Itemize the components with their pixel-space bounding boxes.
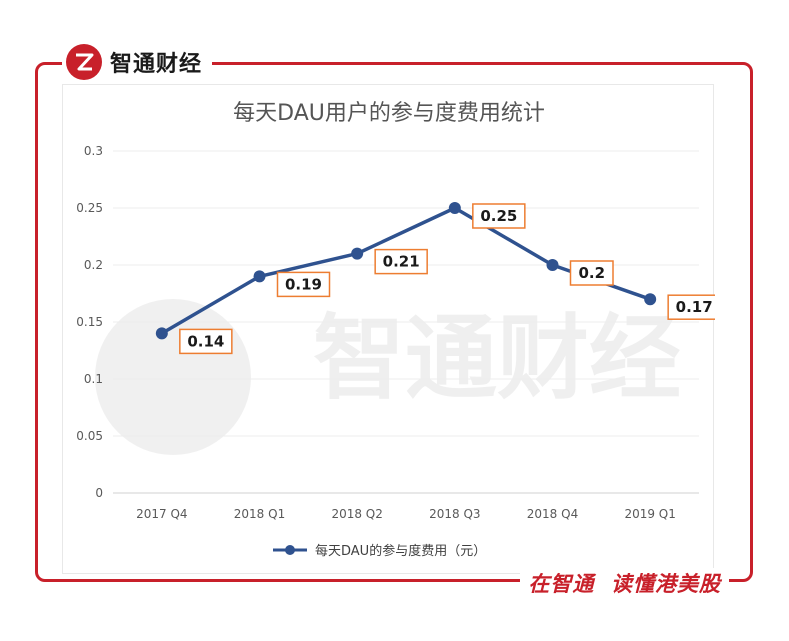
series-line xyxy=(160,206,651,335)
brand-logo-icon xyxy=(66,44,102,80)
x-tick-label: 2019 Q1 xyxy=(624,507,675,521)
y-tick-label: 0.2 xyxy=(84,258,103,272)
x-tick-label: 2018 Q1 xyxy=(234,507,285,521)
y-axis: 0 0.05 0.1 0.15 0.2 0.25 0.3 xyxy=(76,144,103,500)
data-point xyxy=(253,270,266,283)
y-tick-label: 0.05 xyxy=(76,429,103,443)
grid-lines xyxy=(113,150,699,494)
x-axis: 2017 Q4 2018 Q1 2018 Q2 2018 Q3 2018 Q4 2019 … xyxy=(136,507,676,521)
y-tick-label: 0.15 xyxy=(76,315,103,329)
line-chart: 智通财经 每天DAU用户的参与度费用统计 0 0.05 0.1 0.15 0.2 0.25… xyxy=(76,101,715,559)
footer-slogan: 在智通 读懂港美股 xyxy=(520,568,729,598)
data-label: 0.21 xyxy=(383,253,420,271)
y-tick-label: 0 xyxy=(95,486,103,500)
data-labels: 0.14 0.19 0.21 0.25 0.2 0.17 xyxy=(179,203,715,355)
legend: 每天DAU的参与度费用（元） xyxy=(273,543,486,559)
x-tick-label: 2017 Q4 xyxy=(136,507,187,521)
data-label: 0.14 xyxy=(187,332,224,350)
data-label-box xyxy=(179,328,233,355)
data-point xyxy=(546,259,559,271)
data-label: 0.2 xyxy=(578,264,605,282)
outer-frame xyxy=(35,62,753,582)
data-label: 0.19 xyxy=(285,275,322,293)
data-point xyxy=(351,247,364,260)
data-label: 0.17 xyxy=(676,298,713,316)
y-tick-label: 0.25 xyxy=(76,201,103,215)
x-tick-label: 2018 Q4 xyxy=(527,507,578,521)
watermark-text: 智通财经 xyxy=(313,305,681,412)
data-label: 0.25 xyxy=(480,207,517,225)
legend-label: 每天DAU的参与度费用（元） xyxy=(315,543,486,559)
y-tick-label: 0.3 xyxy=(84,144,103,158)
data-label-box xyxy=(472,203,526,229)
legend-marker xyxy=(285,545,295,555)
y-tick-label: 0.1 xyxy=(84,372,103,386)
data-label-box xyxy=(276,271,331,298)
brand-header: 智通财经 xyxy=(62,40,213,84)
series xyxy=(155,202,657,340)
chart-area: 智通财经 每天DAU用户的参与度费用统计 0 0.05 0.1 0.15 0.2 0.25… xyxy=(62,84,715,574)
data-label-box xyxy=(374,248,428,275)
data-point xyxy=(448,202,461,214)
chart-title: 每天DAU用户的参与度费用统计 xyxy=(233,101,545,126)
x-tick-label: 2018 Q2 xyxy=(331,507,382,521)
data-label-box xyxy=(569,260,614,286)
brand-name: 智通财经 xyxy=(110,52,203,77)
data-label-box xyxy=(667,294,715,320)
data-point xyxy=(155,327,168,340)
data-point xyxy=(644,293,657,306)
x-tick-label: 2018 Q3 xyxy=(429,507,480,521)
